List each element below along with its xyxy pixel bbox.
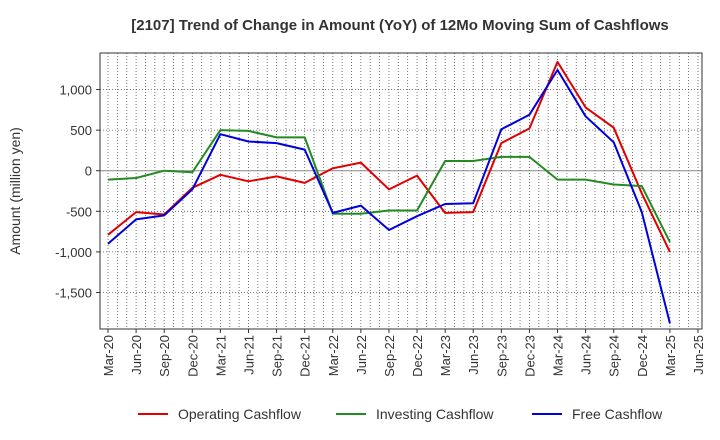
x-tick-label: Sep-23 <box>494 335 509 377</box>
x-tick-label: Dec-22 <box>410 335 425 377</box>
x-tick-label: Jun-22 <box>354 335 369 375</box>
x-tick-label: Mar-22 <box>326 335 341 376</box>
x-tick-labels: Mar-20 Jun-20 Sep-20 Dec-20 Mar-21 Jun-21 Sep-… <box>101 329 706 377</box>
x-tick-label: Jun-25 <box>691 335 706 375</box>
x-tick-label: Mar-25 <box>663 335 678 376</box>
x-tick-label: Sep-22 <box>382 335 397 377</box>
x-tick-label: Jun-20 <box>129 335 144 375</box>
y-tick-label: 0 <box>85 164 92 179</box>
y-tick-label: -1,500 <box>55 285 92 300</box>
y-tick-label: 1,000 <box>59 83 92 98</box>
x-tick-label: Dec-20 <box>185 335 200 377</box>
y-tick-label: -500 <box>66 204 92 219</box>
investing-cashflow-line <box>107 129 671 243</box>
free-cashflow-line <box>107 69 671 324</box>
y-tick-labels: 1,000 500 0 -500 -1,000 -1,500 <box>55 83 100 300</box>
legend: Operating Cashflow Investing Cashflow Free… <box>138 406 663 422</box>
x-tick-label: Jun-24 <box>579 335 594 375</box>
x-tick-label: Mar-24 <box>551 335 566 376</box>
x-tick-label: Jun-21 <box>241 335 256 375</box>
series-layer <box>107 60 671 324</box>
x-tick-label: Dec-24 <box>635 335 650 377</box>
y-tick-label: -1,000 <box>55 245 92 260</box>
chart-title: [2107] Trend of Change in Amount (YoY) o… <box>131 17 669 34</box>
x-tick-label: Sep-24 <box>607 335 622 377</box>
y-axis-label: Amount (million yen) <box>7 127 23 255</box>
x-tick-label: Dec-21 <box>298 335 313 377</box>
operating-cashflow-legend-label: Operating Cashflow <box>178 406 302 422</box>
x-tick-label: Mar-23 <box>438 335 453 376</box>
investing-cashflow-legend-label: Investing Cashflow <box>376 406 494 422</box>
x-tick-label: Mar-21 <box>213 335 228 376</box>
x-tick-label: Mar-20 <box>101 335 116 376</box>
x-tick-label: Sep-20 <box>157 335 172 377</box>
operating-cashflow-line <box>107 60 671 253</box>
y-tick-label: 500 <box>70 123 92 138</box>
x-tick-label: Dec-23 <box>522 335 537 377</box>
free-cashflow-legend-label: Free Cashflow <box>572 406 663 422</box>
x-tick-label: Sep-21 <box>270 335 285 377</box>
plot-frame <box>99 52 703 330</box>
x-tick-label: Jun-23 <box>466 335 481 375</box>
